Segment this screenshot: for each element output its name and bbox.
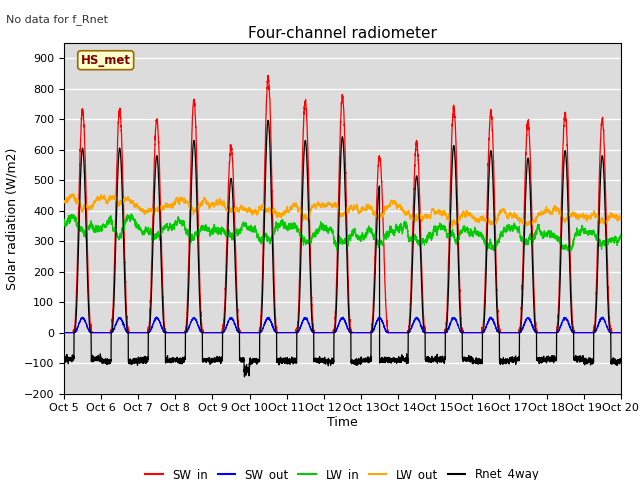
X-axis label: Time: Time (327, 416, 358, 429)
Legend: SW_in, SW_out, LW_in, LW_out, Rnet_4way: SW_in, SW_out, LW_in, LW_out, Rnet_4way (140, 463, 545, 480)
Text: HS_met: HS_met (81, 54, 131, 67)
Text: No data for f_Rnet: No data for f_Rnet (6, 14, 108, 25)
Title: Four-channel radiometer: Four-channel radiometer (248, 25, 437, 41)
Y-axis label: Solar radiation (W/m2): Solar radiation (W/m2) (5, 147, 18, 289)
